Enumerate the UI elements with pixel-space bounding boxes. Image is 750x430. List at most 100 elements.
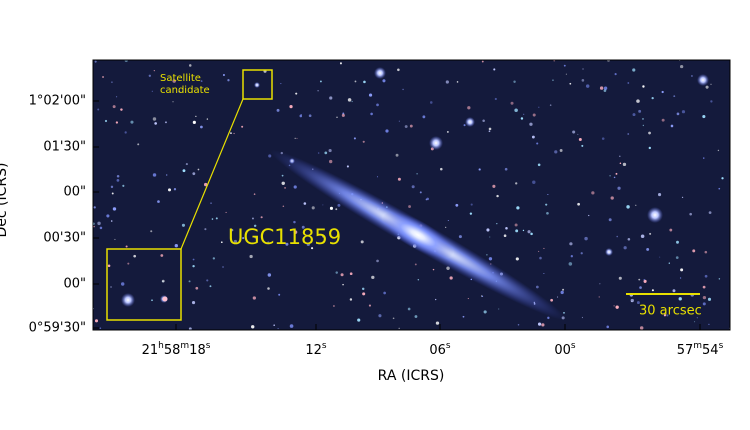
star [385,129,389,133]
star [249,254,253,259]
star [537,322,542,326]
star [233,239,238,244]
star [445,80,449,84]
star [529,122,533,126]
star [581,316,584,319]
star [447,219,449,221]
star [515,229,519,233]
star [482,119,485,122]
star [670,124,674,128]
star [649,232,652,235]
star [173,188,177,191]
star [267,241,270,244]
star [705,85,709,89]
star [445,226,447,228]
star [638,278,641,281]
star [552,79,554,81]
star [295,92,298,95]
star [408,205,411,208]
star [341,113,345,117]
star [543,272,545,275]
star [632,68,636,72]
star [702,114,706,119]
star [349,298,353,301]
y-tick-label: 1°02'00" [29,94,86,109]
star [281,181,285,185]
star [492,184,496,188]
star [376,176,379,178]
star [267,273,272,277]
star [462,315,465,318]
star [191,301,196,305]
star [710,83,712,85]
star [572,130,576,134]
star [99,327,102,329]
star [530,232,533,236]
star [299,114,303,118]
star [363,80,366,84]
star [294,137,296,139]
star [376,103,379,107]
star [172,79,176,83]
star [505,226,508,230]
star [181,223,186,227]
star [112,105,116,109]
star [550,298,554,302]
star [392,317,395,320]
star [335,208,338,211]
x-tick-label: 21h58m18s [142,341,211,358]
star [353,137,356,140]
star [692,249,696,253]
star [569,242,573,246]
star [636,301,640,305]
star [494,97,497,101]
star [481,295,484,297]
star [523,113,525,115]
star [679,277,682,279]
star [254,236,257,239]
star [371,275,375,280]
star [416,173,418,175]
star [504,167,508,171]
star [560,290,564,295]
star [627,237,631,241]
star [195,286,199,290]
star [532,180,536,184]
satellite-label: Satellite candidate [160,73,210,96]
bright-star [121,293,135,307]
star [598,296,600,298]
star [681,196,684,199]
star [456,81,459,83]
star [546,211,549,215]
bright-star [374,67,386,79]
star [360,240,364,244]
star [580,252,583,255]
star [606,325,610,329]
star [663,314,667,317]
star [260,216,263,219]
star [337,203,341,207]
star [166,174,168,176]
star [599,283,601,285]
star [333,305,335,307]
star [470,203,473,206]
star [188,327,192,330]
star [99,226,103,230]
star [150,230,153,233]
star [398,327,400,329]
star [197,168,200,171]
star [631,300,633,303]
star [691,75,693,77]
star [397,68,400,72]
star [306,242,310,247]
star [562,288,565,291]
star [616,235,618,238]
ticks: 21h58m18s 12s 06s 00s 57m54s 1°02'00" 01'30" 00… [29,94,724,358]
star [382,79,386,83]
star [554,150,558,154]
star [114,238,116,241]
star [702,285,706,289]
star [293,220,296,224]
star [469,212,473,215]
star [124,60,128,63]
